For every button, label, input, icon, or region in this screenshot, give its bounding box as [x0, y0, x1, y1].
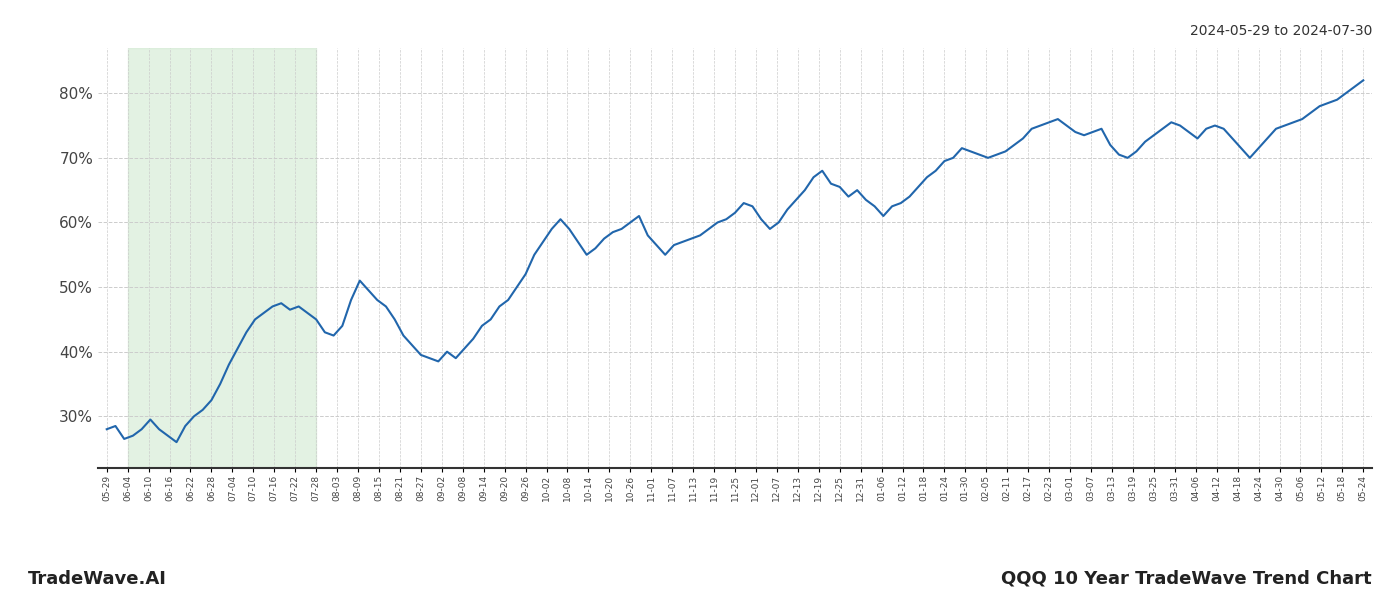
- Text: TradeWave.AI: TradeWave.AI: [28, 570, 167, 588]
- Text: 2024-05-29 to 2024-07-30: 2024-05-29 to 2024-07-30: [1190, 24, 1372, 38]
- Bar: [127, 48, 316, 468]
- Text: QQQ 10 Year TradeWave Trend Chart: QQQ 10 Year TradeWave Trend Chart: [1001, 570, 1372, 588]
